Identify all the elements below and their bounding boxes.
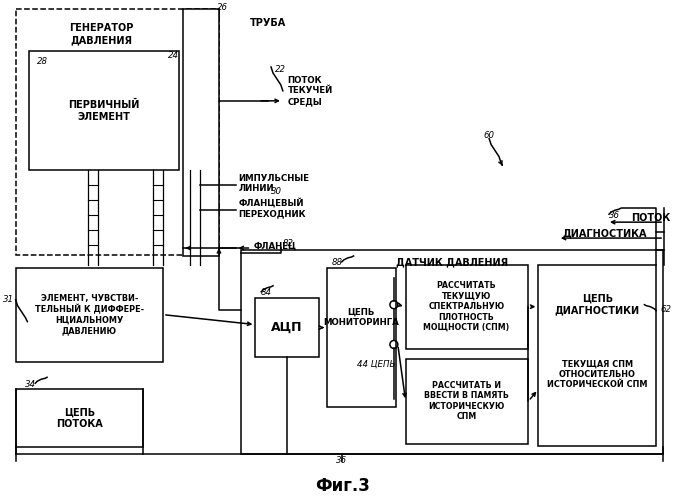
Text: 30: 30: [271, 187, 282, 196]
Text: ФЛАНЦЕВЫЙ
ПЕРЕХОДНИК: ФЛАНЦЕВЫЙ ПЕРЕХОДНИК: [239, 198, 306, 218]
Text: 36: 36: [336, 456, 347, 466]
Text: 36: 36: [609, 210, 620, 220]
Bar: [16, 268, 163, 362]
Text: ПЕРВИЧНЫЙ
ЭЛЕМЕНТ: ПЕРВИЧНЫЙ ЭЛЕМЕНТ: [68, 100, 140, 122]
Text: ФЛАНЕЦ: ФЛАНЕЦ: [253, 242, 297, 250]
Text: 44 ЦЕПЬ: 44 ЦЕПЬ: [357, 360, 395, 369]
Text: 24: 24: [168, 50, 179, 59]
Bar: [241, 250, 663, 454]
Bar: [183, 10, 219, 256]
Text: 22: 22: [275, 64, 286, 74]
Text: 34: 34: [25, 380, 36, 389]
Bar: [255, 298, 319, 358]
Text: ИМПУЛЬСНЫЕ
ЛИНИИ: ИМПУЛЬСНЫЕ ЛИНИИ: [239, 174, 310, 193]
Text: 84: 84: [261, 288, 272, 298]
Text: 62: 62: [660, 305, 671, 314]
Text: РАССЧИТАТЬ
ТЕКУЩУЮ
СПЕКТРАЛЬНУЮ
ПЛОТНОСТЬ
МОЩНОСТИ (СПМ): РАССЧИТАТЬ ТЕКУЩУЮ СПЕКТРАЛЬНУЮ ПЛОТНОСТ…: [424, 282, 509, 332]
Text: ПОТОК: ПОТОК: [632, 213, 671, 223]
Bar: [327, 268, 396, 407]
Text: РАССЧИТАТЬ И
ВВЕСТИ В ПАМЯТЬ
ИСТОРИЧЕСКУЮ
СПМ: РАССЧИТАТЬ И ВВЕСТИ В ПАМЯТЬ ИСТОРИЧЕСКУ…: [424, 381, 509, 422]
Text: 26: 26: [217, 3, 228, 12]
Bar: [538, 265, 656, 446]
Text: Фиг.3: Фиг.3: [315, 476, 370, 494]
Text: 60: 60: [484, 131, 494, 140]
Bar: [29, 51, 179, 171]
Text: ПОТОК
ТЕКУЧЕЙ
СРЕДЫ: ПОТОК ТЕКУЧЕЙ СРЕДЫ: [288, 76, 333, 106]
Bar: [16, 10, 219, 255]
Text: ТЕКУЩАЯ СПМ
ОТНОСИТЕЛЬНО
ИСТОРИЧЕСКОЙ СПМ: ТЕКУЩАЯ СПМ ОТНОСИТЕЛЬНО ИСТОРИЧЕСКОЙ СП…: [547, 360, 647, 389]
Bar: [406, 265, 529, 349]
Text: 28: 28: [38, 56, 48, 66]
Text: ТРУБА: ТРУБА: [250, 18, 286, 28]
Text: ДИАГНОСТИКА: ДИАГНОСТИКА: [563, 228, 647, 238]
Text: ЦЕПЬ
ДИАГНОСТИКИ: ЦЕПЬ ДИАГНОСТИКИ: [554, 294, 640, 316]
Text: ЦЕПЬ
МОНИТОРИНГА: ЦЕПЬ МОНИТОРИНГА: [323, 308, 399, 328]
Bar: [406, 360, 529, 444]
Text: ЭЛЕМЕНТ, ЧУВСТВИ-
ТЕЛЬНЫЙ К ДИФФЕРЕ-
НЦИАЛЬНОМУ
ДАВЛЕНИЮ: ЭЛЕМЕНТ, ЧУВСТВИ- ТЕЛЬНЫЙ К ДИФФЕРЕ- НЦИ…: [35, 294, 144, 336]
Text: ДАТЧИК ДАВЛЕНИЯ: ДАТЧИК ДАВЛЕНИЯ: [396, 257, 508, 267]
Text: АЦП: АЦП: [271, 321, 303, 334]
Text: 31: 31: [3, 295, 14, 304]
Text: 82: 82: [283, 238, 294, 248]
Bar: [16, 389, 143, 447]
Text: ЦЕПЬ
ПОТОКА: ЦЕПЬ ПОТОКА: [56, 408, 103, 429]
Text: ГЕНЕРАТОР
ДАВЛЕНИЯ: ГЕНЕРАТОР ДАВЛЕНИЯ: [69, 24, 133, 45]
Text: 88: 88: [332, 258, 343, 268]
